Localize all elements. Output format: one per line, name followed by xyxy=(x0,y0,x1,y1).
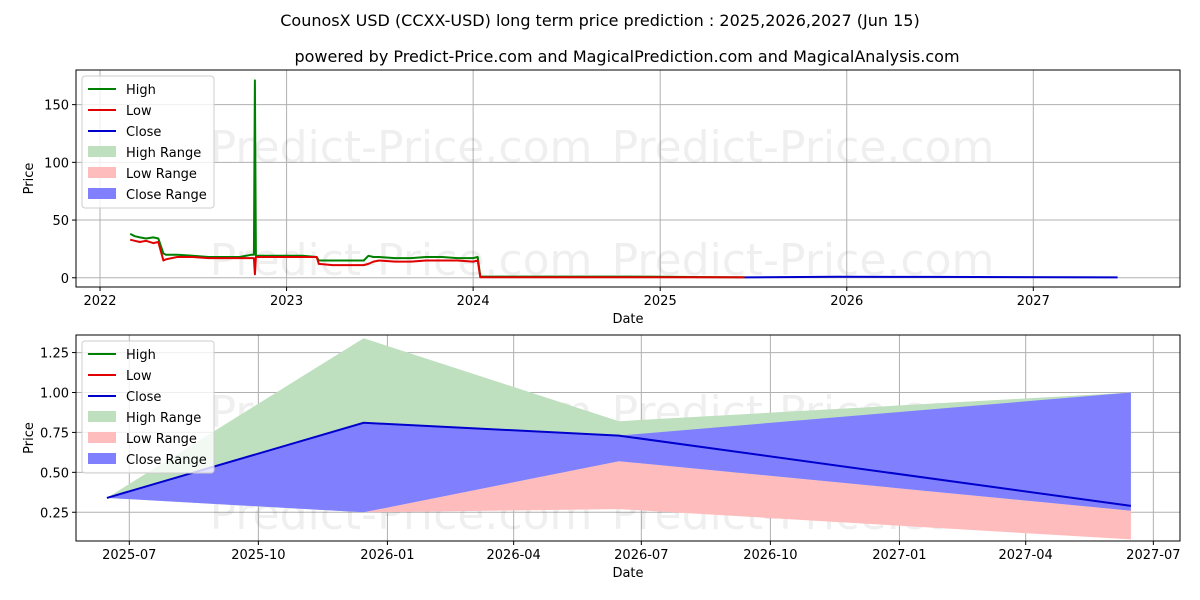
legend-label: High Range xyxy=(126,146,201,161)
plot-frame xyxy=(75,334,1181,542)
prediction-panel: Predict-Price.comPredict-Price.comPredic… xyxy=(22,334,1181,581)
plot-area: Predict-Price.com Predict-Price.com Predic… xyxy=(129,79,1118,286)
legend-high-range-swatch xyxy=(88,411,116,422)
legend-low-range-swatch xyxy=(88,432,116,443)
legend-label: Low Range xyxy=(126,432,197,447)
legend-label: Close Range xyxy=(126,453,207,468)
legend-close-range-swatch xyxy=(88,188,116,199)
watermark-text: Predict-Price.com xyxy=(210,122,593,173)
legend-low-range-swatch xyxy=(88,167,116,178)
legend-label: Close xyxy=(126,390,161,405)
legend-label: High Range xyxy=(126,411,201,426)
legend: High Low Close High Range Low Range Close Ran… xyxy=(81,75,215,209)
close-range-band xyxy=(106,392,1131,513)
x-tick-label: 2026-10 xyxy=(743,548,797,563)
x-tick-label: 2025-10 xyxy=(231,548,285,563)
legend-label: Close Range xyxy=(126,188,207,203)
low-line xyxy=(129,238,745,279)
legend-label: High xyxy=(126,348,156,363)
x-tick-label: 2025-07 xyxy=(102,548,156,563)
y-axis-label: Price xyxy=(22,163,37,195)
price-history-panel: Predict-Price.com Predict-Price.com Predic… xyxy=(22,69,1181,327)
chart-title: CounosX USD (CCXX-USD) long term price p… xyxy=(280,11,919,30)
x-tick-label: 2024 xyxy=(457,294,490,309)
legend-label: Low Range xyxy=(126,167,197,182)
x-tick-label: 2027-07 xyxy=(1126,548,1180,563)
x-tick-label: 2027-01 xyxy=(872,548,926,563)
legend-label: High xyxy=(126,83,156,98)
x-tick-label: 2026-04 xyxy=(487,548,541,563)
x-tick-label: 2027 xyxy=(1017,294,1050,309)
watermark-text: Predict-Price.com xyxy=(210,235,593,286)
watermark-text: Predict-Price.com xyxy=(612,122,995,173)
y-tick-label: 0.75 xyxy=(40,426,69,441)
y-tick-label: 0.50 xyxy=(40,466,69,481)
y-tick-label: 50 xyxy=(52,214,69,229)
x-tick-label: 2023 xyxy=(270,294,303,309)
y-tick-label: 1.00 xyxy=(40,386,69,401)
plot-frame xyxy=(75,69,1181,288)
y-tick-label: 150 xyxy=(44,99,69,114)
y-axis-label: Price xyxy=(22,422,37,454)
axis-ticks: 2022 2023 2024 2025 2026 2027 0 50 100 150 xyxy=(44,99,1050,309)
low-range-band xyxy=(106,461,1131,540)
x-tick-label: 2022 xyxy=(83,294,116,309)
legend: High Low Close High Range Low Range Close Ran… xyxy=(81,340,215,474)
legend-label: Close xyxy=(126,125,161,140)
x-axis-label: Date xyxy=(612,312,643,327)
y-tick-label: 1.25 xyxy=(40,347,69,362)
axis-ticks: 2025-07 2025-10 2026-01 2026-04 2026-07 2026-… xyxy=(40,347,1180,563)
x-tick-label: 2026 xyxy=(830,294,863,309)
legend-high-range-swatch xyxy=(88,146,116,157)
y-tick-label: 0 xyxy=(61,272,69,287)
x-tick-label: 2027-04 xyxy=(999,548,1053,563)
legend-close-range-swatch xyxy=(88,453,116,464)
chart-subtitle: powered by Predict-Price.com and Magical… xyxy=(294,47,959,66)
y-tick-label: 100 xyxy=(44,156,69,171)
y-tick-label: 0.25 xyxy=(40,506,69,521)
x-tick-label: 2025 xyxy=(644,294,677,309)
x-tick-label: 2026-01 xyxy=(360,548,414,563)
close-line xyxy=(744,275,1118,279)
legend-label: Low xyxy=(126,104,152,119)
x-tick-label: 2026-07 xyxy=(614,548,668,563)
watermark-text: Predict-Price.com xyxy=(612,235,995,286)
close-line xyxy=(106,421,1132,507)
legend-label: Low xyxy=(126,369,152,384)
x-axis-label: Date xyxy=(612,566,643,581)
plot-area: Predict-Price.comPredict-Price.comPredic… xyxy=(106,338,1132,540)
